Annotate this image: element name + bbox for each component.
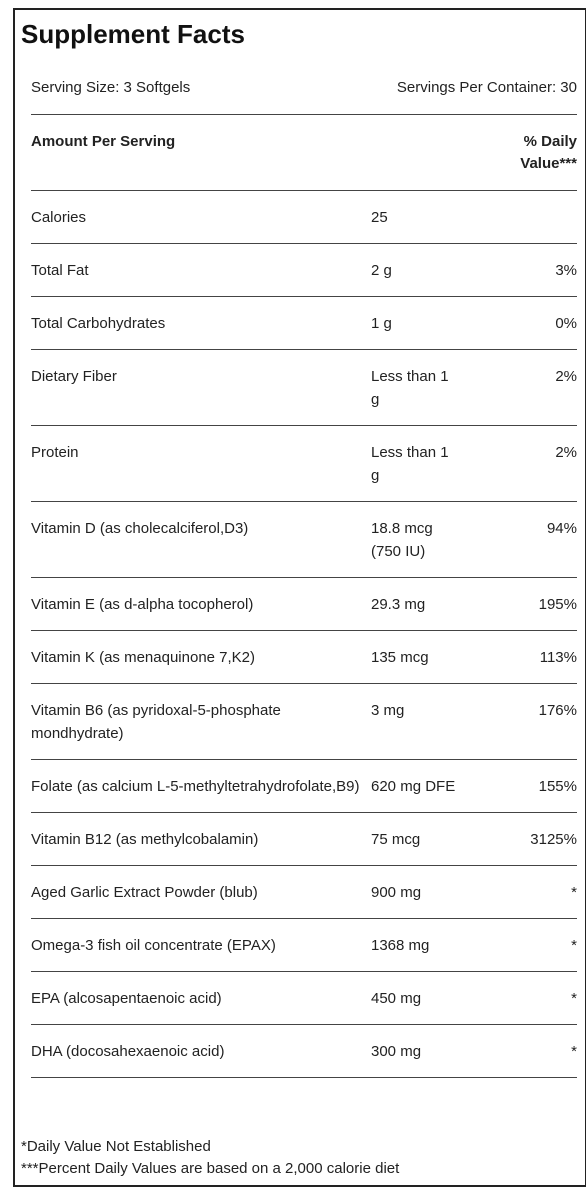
daily-value: 176% xyxy=(538,702,577,719)
nutrient-amount: 1368 mg xyxy=(371,937,430,954)
nutrient-name: Protein xyxy=(31,444,79,461)
footnote: ***Percent Daily Values are based on a 2… xyxy=(21,1160,400,1177)
nutrient-amount: 135 mcg xyxy=(371,649,429,666)
nutrient-name: Dietary Fiber xyxy=(31,368,117,385)
nutrient-name: Calories xyxy=(31,209,87,226)
serving-info: Serving Size: 3 Softgels Servings Per Co… xyxy=(31,76,577,115)
nutrient-row: Vitamin D (as cholecalciferol,D3) 18.8 mc… xyxy=(31,502,577,578)
nutrient-name: Vitamin B12 (as methylcobalamin) xyxy=(31,831,259,848)
daily-value: 155% xyxy=(538,778,577,795)
supplement-panel: Supplement Facts Serving Size: 3 Softgel… xyxy=(13,8,586,1187)
nutrient-row: Dietary Fiber Less than 1 g 2% xyxy=(31,350,577,426)
title: Supplement Facts xyxy=(21,19,245,49)
nutrient-amount: 3 mg xyxy=(371,702,405,719)
daily-value: * xyxy=(571,1043,577,1060)
rows: Calories 25 Total Fat 2 g 3% Total Carbohydra… xyxy=(31,191,577,1078)
nutrient-name: Total Fat xyxy=(31,262,89,279)
nutrient-row: Vitamin K (as menaquinone 7,K2) 135 mcg 11… xyxy=(31,631,577,684)
daily-value: 2% xyxy=(555,368,577,385)
nutrient-name: Omega-3 fish oil concentrate (EPAX) xyxy=(31,937,276,954)
nutrient-name: Vitamin D (as cholecalciferol,D3) xyxy=(31,520,249,537)
nutrient-name: Vitamin K (as menaquinone 7,K2) xyxy=(31,649,256,666)
daily-value: 2% xyxy=(555,444,577,461)
nutrient-name: Vitamin B6 (as pyridoxal-5-phosphate mon… xyxy=(31,702,281,742)
daily-value: 3% xyxy=(555,262,577,279)
nutrient-name: Folate (as calcium L-5-methyltetrahydrof… xyxy=(31,778,360,795)
daily-value: * xyxy=(571,884,577,901)
nutrient-amount: 300 mg xyxy=(371,1043,422,1060)
nutrient-row: Vitamin E (as d-alpha tocopherol) 29.3 mg… xyxy=(31,578,577,631)
footnotes: *Daily Value Not Established ***Percent D… xyxy=(21,1136,399,1180)
daily-value: * xyxy=(571,990,577,1007)
daily-value-empty xyxy=(457,206,577,229)
nutrient-row: EPA (alcosapentaenoic acid) 450 mg * xyxy=(31,972,577,1025)
daily-value: 113% xyxy=(539,649,577,666)
table-header: Amount Per Serving % Daily Value*** xyxy=(31,115,577,191)
nutrient-row: DHA (docosahexaenoic acid) 300 mg * xyxy=(31,1025,577,1078)
daily-value: * xyxy=(571,937,577,954)
nutrient-row: Calories 25 xyxy=(31,191,577,244)
daily-value: 94% xyxy=(546,520,577,537)
nutrient-amount: 450 mg xyxy=(371,990,422,1007)
nutrient-amount: 25 xyxy=(371,209,388,226)
daily-value-header: % Daily Value*** xyxy=(520,133,577,172)
nutrient-row: Aged Garlic Extract Powder (blub) 900 mg * xyxy=(31,866,577,919)
nutrient-row: Folate (as calcium L-5-methyltetrahydrof… xyxy=(31,760,577,813)
nutrient-amount: 900 mg xyxy=(371,884,422,901)
amount-header: Amount Per Serving xyxy=(31,133,176,150)
daily-value: 195% xyxy=(538,596,577,613)
nutrient-amount: 18.8 mcg (750 IU) xyxy=(371,520,433,560)
nutrient-name: Vitamin E (as d-alpha tocopherol) xyxy=(31,596,254,613)
nutrient-amount: Less than 1 g xyxy=(371,444,449,484)
nutrient-amount: 75 mcg xyxy=(371,831,421,848)
nutrient-row: Vitamin B6 (as pyridoxal-5-phosphate mon… xyxy=(31,684,577,760)
servings-per-container: Servings Per Container: 30 xyxy=(396,79,577,96)
nutrient-name: Total Carbohydrates xyxy=(31,315,166,332)
footnote: *Daily Value Not Established xyxy=(21,1138,211,1155)
nutrient-amount: 29.3 mg xyxy=(371,596,426,613)
nutrient-row: Total Carbohydrates 1 g 0% xyxy=(31,297,577,350)
daily-value: 3125% xyxy=(530,831,577,848)
nutrient-row: Omega-3 fish oil concentrate (EPAX) 1368 … xyxy=(31,919,577,972)
nutrient-amount: 2 g xyxy=(371,262,392,279)
nutrient-amount: Less than 1 g xyxy=(371,368,449,408)
nutrient-row: Total Fat 2 g 3% xyxy=(31,244,577,297)
serving-size: Serving Size: 3 Softgels xyxy=(31,79,191,96)
nutrient-row: Protein Less than 1 g 2% xyxy=(31,426,577,502)
nutrient-amount: 1 g xyxy=(371,315,392,332)
nutrient-name: Aged Garlic Extract Powder (blub) xyxy=(31,884,258,901)
nutrient-name: DHA (docosahexaenoic acid) xyxy=(31,1043,225,1060)
nutrient-name: EPA (alcosapentaenoic acid) xyxy=(31,990,222,1007)
content: Serving Size: 3 Softgels Servings Per Co… xyxy=(31,76,577,1078)
nutrient-amount: 620 mg DFE xyxy=(371,778,456,795)
nutrient-row: Vitamin B12 (as methylcobalamin) 75 mcg 31… xyxy=(31,813,577,866)
daily-value: 0% xyxy=(555,315,577,332)
